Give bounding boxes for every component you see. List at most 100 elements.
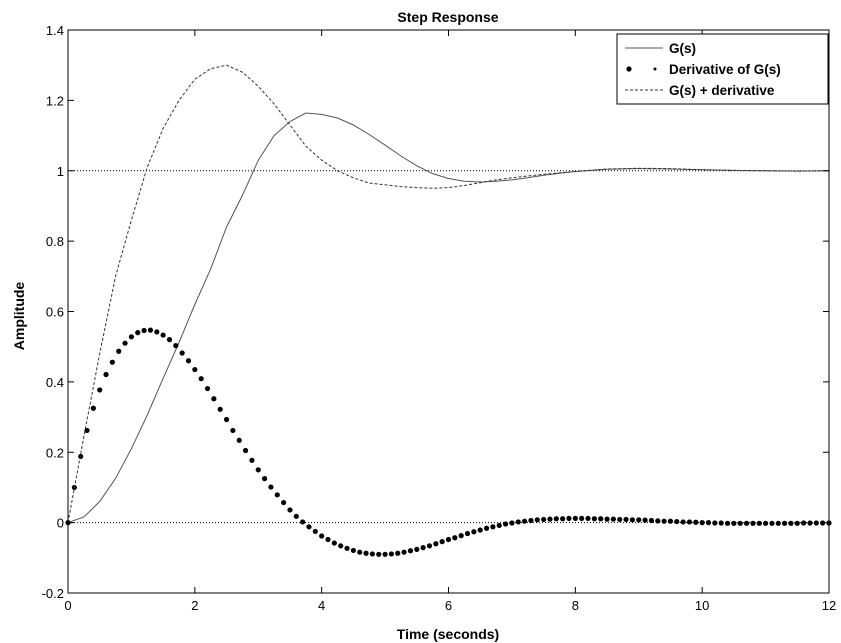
derivative-point — [294, 514, 299, 519]
derivative-point — [744, 521, 749, 526]
derivative-point — [535, 517, 540, 522]
derivative-point — [173, 343, 178, 348]
derivative-point — [313, 529, 318, 534]
derivative-point — [382, 552, 387, 557]
derivative-point — [516, 519, 521, 524]
y-tick-label: 1.2 — [46, 93, 64, 108]
derivative-point — [370, 551, 375, 556]
derivative-point — [814, 520, 819, 525]
y-axis-label: Amplitude — [11, 282, 27, 351]
derivative-point — [573, 516, 578, 521]
derivative-point — [719, 520, 724, 525]
derivative-point — [579, 516, 584, 521]
derivative-point — [592, 516, 597, 521]
derivative-point — [262, 476, 267, 481]
derivative-point — [408, 548, 413, 553]
derivative-point — [281, 500, 286, 505]
derivative-point — [218, 407, 223, 412]
derivative-point — [268, 484, 273, 489]
derivative-point — [668, 519, 673, 524]
derivative-point — [97, 387, 102, 392]
derivative-point — [604, 517, 609, 522]
reference-lines — [68, 171, 829, 523]
derivative-point — [287, 507, 292, 512]
x-tick-label: 12 — [822, 598, 836, 613]
derivative-point — [566, 516, 571, 521]
derivative-point — [433, 541, 438, 546]
derivative-point — [161, 332, 166, 337]
derivative-point — [471, 529, 476, 534]
derivative-point — [446, 537, 451, 542]
series-derivative-markers — [65, 328, 831, 557]
derivative-point — [623, 517, 628, 522]
x-axis-label: Time (seconds) — [397, 626, 499, 642]
derivative-point — [465, 531, 470, 536]
derivative-point — [700, 520, 705, 525]
plot-frame — [68, 30, 829, 593]
derivative-point — [693, 520, 698, 525]
derivative-point — [199, 376, 204, 381]
derivative-point — [402, 550, 407, 555]
x-tick-label: 0 — [64, 598, 71, 613]
derivative-point — [731, 521, 736, 526]
derivative-point — [788, 521, 793, 526]
derivative-point — [148, 328, 153, 333]
derivative-point — [357, 550, 362, 555]
series-layer — [65, 65, 831, 557]
derivative-point — [421, 545, 426, 550]
series-g-line — [68, 113, 829, 523]
derivative-point — [757, 521, 762, 526]
legend-entry-label: G(s) — [669, 41, 696, 56]
derivative-point — [655, 518, 660, 523]
y-tick-label: 0 — [57, 516, 64, 531]
derivative-point — [662, 519, 667, 524]
derivative-point — [807, 520, 812, 525]
derivative-point — [363, 551, 368, 556]
derivative-point — [611, 517, 616, 522]
derivative-point — [738, 521, 743, 526]
derivative-point — [211, 396, 216, 401]
derivative-point — [351, 548, 356, 553]
derivative-point — [585, 516, 590, 521]
derivative-point — [541, 517, 546, 522]
derivative-point — [91, 406, 96, 411]
chart-title: Step Response — [397, 9, 498, 25]
derivative-point — [376, 552, 381, 557]
legend-entry-label: Derivative of G(s) — [669, 62, 781, 77]
derivative-point — [427, 543, 432, 548]
derivative-point — [389, 551, 394, 556]
derivative-point — [528, 518, 533, 523]
x-tick-label: 6 — [445, 598, 452, 613]
derivative-point — [687, 519, 692, 524]
derivative-point — [205, 386, 210, 391]
derivative-point — [649, 518, 654, 523]
series-g-plus-derivative-line — [68, 65, 829, 522]
derivative-point — [509, 520, 514, 525]
derivative-point — [547, 517, 552, 522]
derivative-point — [503, 521, 508, 526]
derivative-point — [776, 521, 781, 526]
derivative-point — [243, 448, 248, 453]
derivative-point — [110, 360, 115, 365]
legend-entry-label: G(s) + derivative — [669, 83, 775, 98]
derivative-point — [319, 533, 324, 538]
y-tick-label: 1 — [57, 164, 64, 179]
derivative-point — [497, 523, 502, 528]
y-tick-label: -0.2 — [42, 586, 64, 601]
derivative-point — [142, 328, 147, 333]
x-tick-label: 8 — [572, 598, 579, 613]
y-tick-label: 0.6 — [46, 305, 64, 320]
derivative-point — [452, 535, 457, 540]
derivative-point — [630, 517, 635, 522]
legend-swatch-markers — [654, 68, 657, 71]
derivative-point — [642, 518, 647, 523]
derivative-point — [332, 540, 337, 545]
derivative-point — [763, 521, 768, 526]
derivative-point — [103, 372, 108, 377]
derivative-point — [154, 329, 159, 334]
derivative-point — [750, 521, 755, 526]
derivative-point — [795, 521, 800, 526]
derivative-point — [116, 349, 121, 354]
legend-swatch-markers — [626, 66, 631, 71]
derivative-point — [554, 516, 559, 521]
